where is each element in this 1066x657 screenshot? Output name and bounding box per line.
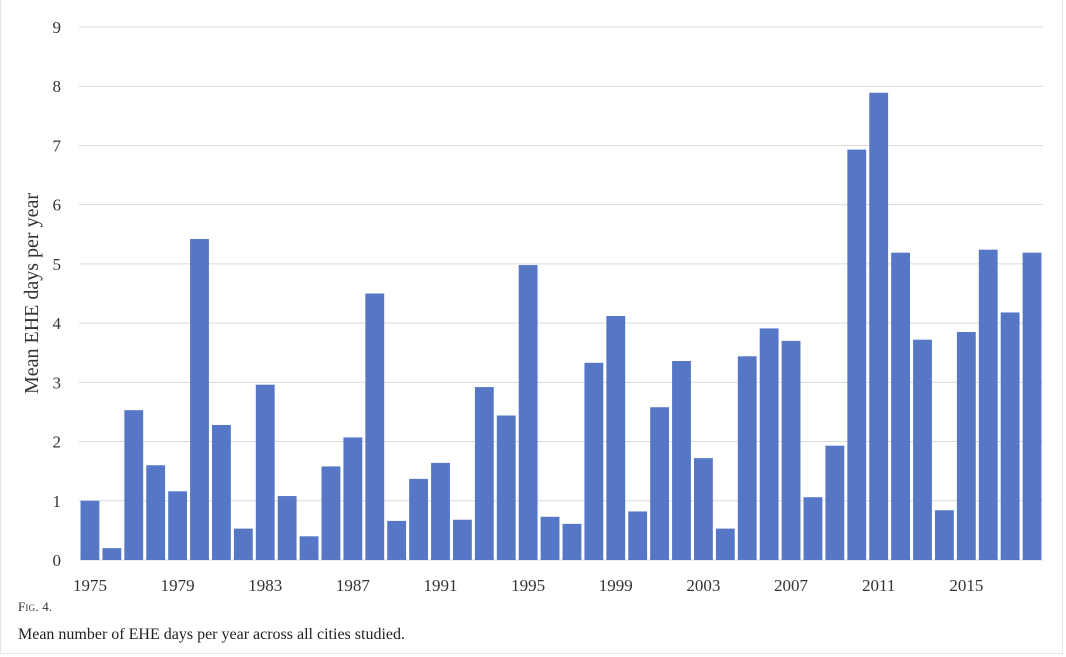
bar-2003 <box>693 458 713 560</box>
x-tick-label: 2015 <box>949 576 983 595</box>
bar-2011 <box>869 92 889 561</box>
figure-label: Fig. 4. <box>18 599 53 614</box>
x-tick-label: 2007 <box>774 576 809 595</box>
bar-1995 <box>518 265 538 560</box>
x-tick-label: 1987 <box>336 576 371 595</box>
bar-1994 <box>496 415 516 560</box>
y-tick-label: 0 <box>53 551 62 570</box>
y-tick-label: 4 <box>53 314 62 333</box>
bar-1988 <box>365 293 385 560</box>
bars <box>80 92 1042 561</box>
bar-1978 <box>146 465 166 560</box>
x-tick-label: 1983 <box>248 576 282 595</box>
x-axis-ticks: 1975 1979 1983 1987 1991 1995 1999 2003 2007 2011… <box>73 576 983 595</box>
bar-2010 <box>847 149 867 560</box>
bar-1980 <box>190 239 209 560</box>
bar-2015 <box>956 331 976 560</box>
y-tick-label: 2 <box>53 433 62 452</box>
bar-2005 <box>737 356 757 560</box>
bar-1981 <box>211 424 231 560</box>
figure-caption: Mean number of EHE days per year across … <box>18 626 405 643</box>
bar-1992 <box>452 519 472 560</box>
y-tick-label: 1 <box>53 492 62 511</box>
y-tick-label: 7 <box>53 136 62 155</box>
x-tick-label: 1991 <box>424 576 458 595</box>
bar-2000 <box>628 511 648 560</box>
bar-2007 <box>781 340 801 560</box>
bar-1997 <box>562 523 582 560</box>
bar-1982 <box>233 528 253 560</box>
y-tick-label: 8 <box>53 77 62 96</box>
x-tick-label: 1979 <box>161 576 195 595</box>
bar-chart: 0 1 2 3 4 5 6 7 8 9 1975 1979 1983 1987 1991 1995 1999 2… <box>21 18 1043 595</box>
y-axis-label: Mean EHE days per year <box>21 193 43 394</box>
bar-2001 <box>650 407 670 560</box>
bar-1999 <box>606 316 626 560</box>
y-tick-label: 9 <box>53 18 62 37</box>
bar-2006 <box>759 328 779 560</box>
bar-2008 <box>803 497 823 560</box>
x-tick-label: 1995 <box>511 576 545 595</box>
bar-2018 <box>1022 252 1042 560</box>
bar-2016 <box>978 249 998 560</box>
bar-1987 <box>343 437 363 560</box>
bar-2004 <box>715 528 735 560</box>
bar-1986 <box>321 466 341 560</box>
bar-2012 <box>891 252 911 560</box>
bar-2002 <box>672 361 691 560</box>
bar-1984 <box>277 496 297 560</box>
bar-1996 <box>540 516 560 560</box>
bar-1989 <box>387 520 407 560</box>
bar-1998 <box>584 362 604 560</box>
bar-2014 <box>934 510 954 560</box>
bar-1985 <box>299 536 319 560</box>
bar-1983 <box>255 384 275 560</box>
y-axis-ticks: 0 1 2 3 4 5 6 7 8 9 <box>53 18 62 570</box>
bar-1990 <box>409 478 429 560</box>
bar-1979 <box>168 491 188 560</box>
y-tick-label: 6 <box>53 196 62 215</box>
bar-1993 <box>474 387 494 560</box>
x-tick-label: 2011 <box>862 576 895 595</box>
bar-2009 <box>825 445 845 560</box>
bar-2013 <box>913 339 932 560</box>
bar-2017 <box>1000 312 1020 560</box>
bar-1977 <box>124 410 144 560</box>
bar-1976 <box>102 548 122 560</box>
x-tick-label: 1975 <box>73 576 107 595</box>
bar-1991 <box>431 462 450 560</box>
x-tick-label: 2003 <box>686 576 720 595</box>
bar-1975 <box>80 500 100 560</box>
y-tick-label: 3 <box>53 373 62 392</box>
y-tick-label: 5 <box>53 255 62 274</box>
x-tick-label: 1999 <box>599 576 633 595</box>
